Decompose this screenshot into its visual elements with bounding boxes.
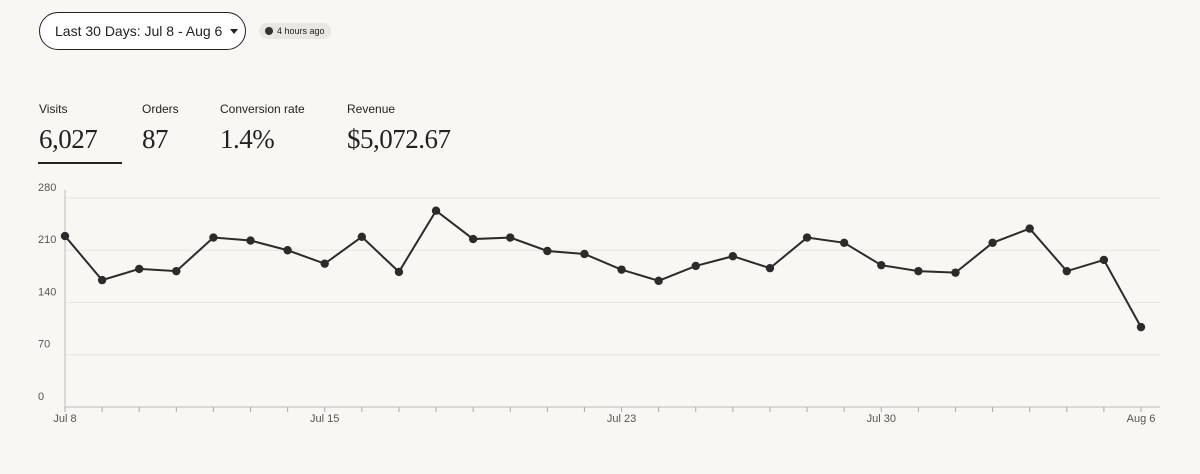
stat-tab[interactable]: Conversion rate 1.4% <box>220 102 305 155</box>
data-point <box>97 275 107 285</box>
data-point <box>209 233 218 242</box>
active-tab-indicator <box>38 162 122 164</box>
data-point <box>1099 255 1109 265</box>
data-point <box>246 236 255 245</box>
data-point <box>60 231 70 241</box>
data-point <box>543 246 552 256</box>
updated-badge: 4 hours ago <box>259 23 331 39</box>
data-point <box>135 264 144 274</box>
stat-value: $5,072.67 <box>347 124 451 154</box>
data-point <box>951 268 960 277</box>
data-point <box>988 238 997 247</box>
data-point <box>320 259 329 268</box>
line <box>64 209 1142 328</box>
stat-label: Conversion rate <box>220 102 305 116</box>
data-point <box>580 249 589 259</box>
updated-text: 4 hours ago <box>277 26 325 36</box>
data-point <box>1062 266 1071 276</box>
y-tick-label: 280 <box>38 182 56 194</box>
data-point <box>1025 224 1034 233</box>
data-point <box>877 260 886 270</box>
stat-label: Orders <box>142 102 179 116</box>
stat-label: Visits <box>39 102 68 116</box>
y-tick-label: 140 <box>38 286 56 298</box>
data-point <box>394 267 404 277</box>
data-point <box>172 266 181 276</box>
y-tick-label: 210 <box>38 234 56 246</box>
data-point <box>839 238 849 247</box>
data-point <box>1136 322 1146 332</box>
stat-value: 87 <box>142 124 168 154</box>
caret-icon <box>230 28 239 34</box>
clock-icon <box>265 27 273 35</box>
data-point <box>654 276 663 286</box>
x-tick-label: Jul 30 <box>867 413 896 425</box>
data-point <box>765 263 775 273</box>
x-tick-label: Aug 6 <box>1127 413 1156 425</box>
date-range: Last 30 Days: Jul 8 - Aug 6 <box>55 23 223 39</box>
data-point <box>914 266 923 276</box>
data-point <box>357 232 367 242</box>
stat-value: 6,027 <box>39 124 98 154</box>
y-tick-label: 0 <box>38 391 44 403</box>
stat-value: 1.4% <box>220 124 275 154</box>
data-point <box>431 206 441 215</box>
data-point <box>283 246 292 255</box>
date-range-button[interactable]: Last 30 Days: Jul 8 - Aug 6 <box>39 12 246 50</box>
stat-label: Revenue <box>347 102 396 116</box>
data-point <box>691 261 700 271</box>
stat-tab[interactable]: Visits 6,027 <box>39 102 98 155</box>
data-point <box>802 233 812 242</box>
chart: 0 70 140 210 280 Jul 8 Jul 15 Jul 23 Jul 30 Aug 6 <box>38 182 1160 425</box>
stat-tab[interactable]: Orders 87 <box>142 102 179 155</box>
x-tick-label: Jul 23 <box>607 413 636 425</box>
x-tick-label: Jul 8 <box>53 413 76 425</box>
y-tick-label: 70 <box>38 339 50 351</box>
data-point <box>617 265 626 274</box>
x-tick-label: Jul 15 <box>310 413 339 425</box>
stat-tab[interactable]: Revenue $5,072.67 <box>347 102 451 155</box>
data-point <box>468 234 478 244</box>
data-point <box>728 252 738 261</box>
data-point <box>506 233 515 242</box>
